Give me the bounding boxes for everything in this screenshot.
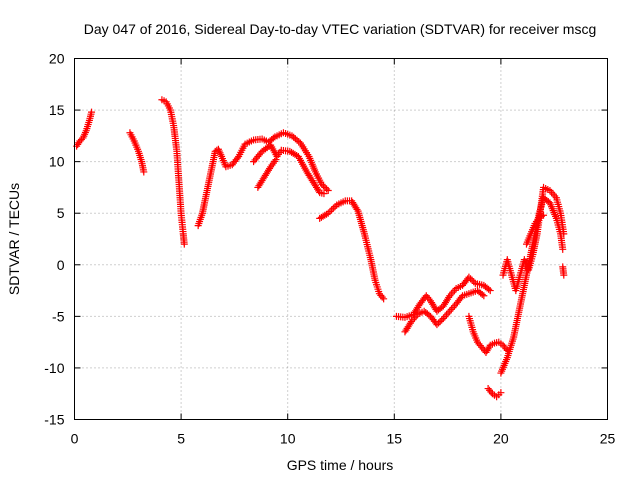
series-arc3 [158, 96, 188, 248]
data-point [233, 154, 241, 162]
data-point [467, 275, 475, 283]
chart-title: Day 047 of 2016, Sidereal Day-to-day VTE… [84, 21, 597, 37]
data-point [323, 185, 331, 193]
x-tick-label: 10 [280, 431, 296, 447]
x-tick-label: 0 [71, 431, 79, 447]
data-point [406, 319, 414, 327]
data-point [441, 313, 449, 321]
data-point [378, 293, 386, 301]
data-point [487, 388, 495, 396]
data-point [380, 295, 388, 303]
data-point [559, 245, 567, 253]
series-arc6 [254, 156, 280, 191]
data-point [435, 319, 443, 327]
data-point [269, 134, 277, 142]
x-tick-labels: 0 5 10 15 20 25 [71, 431, 616, 447]
data-point [485, 285, 493, 293]
y-tick-labels: -15 -10 -5 0 5 10 15 20 [44, 51, 64, 428]
data-point [447, 305, 455, 313]
x-tick-label: 25 [600, 431, 616, 447]
data-point [436, 318, 444, 326]
data-point [266, 165, 274, 173]
data-point [76, 137, 84, 145]
data-point [140, 168, 148, 176]
x-axis-label: GPS time / hours [287, 457, 394, 473]
data-point [439, 314, 447, 322]
data-points [73, 96, 568, 401]
y-tick-label: -5 [52, 308, 65, 324]
data-point [433, 321, 441, 329]
data-point [443, 311, 451, 319]
series-arc1 [73, 108, 96, 150]
data-point [465, 273, 473, 281]
y-tick-label: 0 [57, 257, 65, 273]
data-point [470, 278, 478, 286]
data-point [326, 208, 334, 216]
series-arc14 [522, 211, 548, 248]
data-point [320, 190, 328, 198]
data-point [272, 156, 280, 164]
x-tick-label: 5 [177, 431, 185, 447]
data-point [180, 240, 188, 248]
series-arc11 [484, 385, 505, 401]
series-arc10 [465, 312, 511, 356]
data-point [445, 293, 453, 301]
data-point [478, 290, 486, 298]
series-arc15 [559, 263, 568, 279]
data-point [480, 292, 488, 300]
y-tick-label: -15 [44, 412, 64, 428]
data-point [540, 211, 548, 219]
data-point [497, 389, 505, 397]
data-point [318, 180, 326, 188]
y-axis-label: SDTVAR / TECUs [6, 183, 22, 295]
data-point [319, 182, 327, 190]
data-point [257, 149, 265, 157]
data-point [446, 307, 454, 315]
series-arc12 [497, 194, 567, 377]
y-tick-label: 15 [49, 102, 65, 118]
data-point [321, 183, 329, 191]
data-point [324, 187, 332, 195]
x-tick-label: 15 [387, 431, 403, 447]
plot-frame [74, 58, 608, 420]
data-point [560, 230, 568, 238]
axis-ticks [74, 58, 608, 420]
series-arc9 [401, 287, 488, 336]
series-arc8 [392, 273, 494, 321]
data-point [549, 190, 557, 198]
series-arc7 [316, 197, 388, 303]
data-point [353, 205, 361, 213]
data-point [468, 276, 476, 284]
series-arc2 [126, 129, 148, 176]
data-point [449, 288, 457, 296]
data-point [444, 309, 452, 317]
series-arc4 [194, 129, 332, 230]
data-point [449, 304, 457, 312]
data-point [560, 271, 568, 279]
data-point [438, 316, 446, 324]
series-arc5 [250, 141, 328, 198]
x-tick-label: 20 [493, 431, 509, 447]
y-tick-label: 5 [57, 205, 65, 221]
data-point [324, 209, 332, 217]
data-point [331, 203, 339, 211]
data-point [486, 287, 494, 295]
y-tick-label: 20 [49, 51, 65, 67]
data-point [329, 204, 337, 212]
y-tick-label: -10 [44, 360, 64, 376]
data-point [88, 108, 96, 116]
data-point [328, 206, 336, 214]
y-tick-label: 10 [49, 154, 65, 170]
